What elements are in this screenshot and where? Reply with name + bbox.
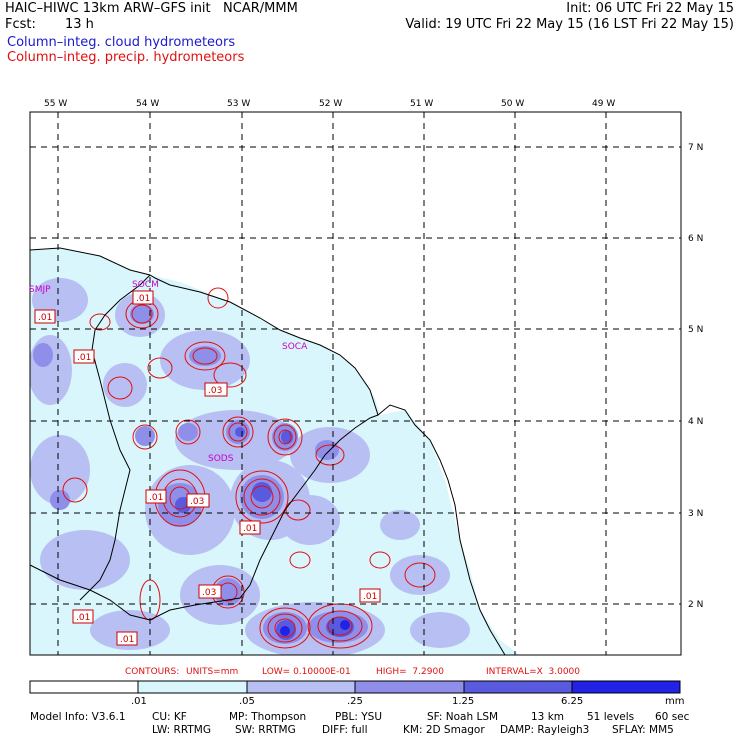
station-labels: SMJP SOCM SOCA SODS <box>29 280 308 464</box>
contour-label: .03 <box>202 588 216 598</box>
precip-field-label: Column–integ. precip. hydrometeors <box>7 50 245 65</box>
cumulus-scheme: CU: KF <box>152 711 187 723</box>
lat-label: 3 N <box>688 509 703 519</box>
shortwave-scheme: SW: RRTMG <box>235 724 296 736</box>
forecast-label: Fcst: <box>5 17 36 32</box>
vertical-levels: 51 levels <box>587 711 635 723</box>
contour-label: .01 <box>77 353 91 363</box>
station-label: SODS <box>208 454 234 464</box>
diffusion-option: DIFF: full <box>322 724 368 736</box>
surface-scheme: SF: Noah LSM <box>427 711 499 723</box>
level-label: .25 <box>347 696 363 707</box>
lon-label: 50 W <box>501 99 524 109</box>
lat-label: 7 N <box>688 143 703 153</box>
lat-label: 6 N <box>688 234 703 244</box>
contour-value-labels: .01 .01 .01 .03 .01 .03 .01 .03 .01 .01 … <box>34 290 381 646</box>
shading-layer <box>30 248 520 655</box>
level-label: 6.25 <box>561 696 584 707</box>
contour-label: .01 <box>363 592 377 602</box>
map-frame <box>29 111 682 656</box>
contour-label: .03 <box>190 497 204 507</box>
lat-label: 5 N <box>688 325 703 335</box>
level-label: 1.25 <box>452 696 475 707</box>
station-label: SMJP <box>29 285 51 295</box>
time-step: 60 sec <box>655 711 690 723</box>
valid-time: Valid: 19 UTC Fri 22 May 15 (16 LST Fri … <box>405 17 734 32</box>
km-option: KM: 2D Smagor <box>403 724 485 736</box>
contour-label: .01 <box>38 313 52 323</box>
lon-label: 52 W <box>319 99 342 109</box>
lat-label: 2 N <box>688 600 703 610</box>
longitude-labels: 55 W 54 W 53 W 52 W 51 W 50 W 49 W <box>44 99 615 109</box>
longwave-scheme: LW: RRTMG <box>152 724 211 736</box>
forecast-hour: 13 h <box>65 17 94 32</box>
contour-low: LOW= 0.10000E-01 <box>262 667 351 677</box>
coastline <box>29 247 506 656</box>
model-version: Model Info: V3.6.1 <box>30 711 126 723</box>
contour-label: .01 <box>149 493 163 503</box>
lon-label: 49 W <box>592 99 615 109</box>
contour-label: .03 <box>208 386 222 396</box>
station-label: SOCA <box>282 342 308 352</box>
lon-label: 55 W <box>44 99 67 109</box>
lat-lon-grid <box>30 112 681 655</box>
grid-spacing: 13 km <box>531 711 565 723</box>
cloud-field-label: Column–integ. cloud hydrometeors <box>7 35 236 50</box>
init-time: Init: 06 UTC Fri 22 May 15 <box>566 1 734 16</box>
lon-label: 53 W <box>227 99 250 109</box>
station-label: SOCM <box>132 280 159 290</box>
contour-label: .01 <box>76 613 90 623</box>
contour-label: .01 <box>120 635 134 645</box>
contour-interval: INTERVAL=X 3.0000 <box>486 667 581 677</box>
contour-units: UNITS=mm <box>186 667 239 677</box>
surface-layer-option: SFLAY: MM5 <box>612 724 674 736</box>
contour-title: CONTOURS: <box>125 667 180 677</box>
contour-high: HIGH= 7.2900 <box>376 667 444 677</box>
model-title: HAIC–HIWC 13km ARW–GFS init NCAR/MMM <box>5 1 298 16</box>
lon-label: 54 W <box>136 99 159 109</box>
colorbar-unit: mm <box>665 696 685 707</box>
lon-label: 51 W <box>410 99 433 109</box>
color-bar <box>29 680 681 694</box>
latitude-labels: 7 N 6 N 5 N 4 N 3 N 2 N <box>688 143 703 610</box>
damping-option: DAMP: Rayleigh3 <box>500 724 590 736</box>
contour-label: .01 <box>243 524 257 534</box>
pbl-scheme: PBL: YSU <box>335 711 383 723</box>
level-label: .05 <box>239 696 255 707</box>
contour-label: .01 <box>136 294 150 304</box>
lat-label: 4 N <box>688 417 703 427</box>
microphysics-scheme: MP: Thompson <box>229 711 307 723</box>
level-label: .01 <box>131 696 147 707</box>
